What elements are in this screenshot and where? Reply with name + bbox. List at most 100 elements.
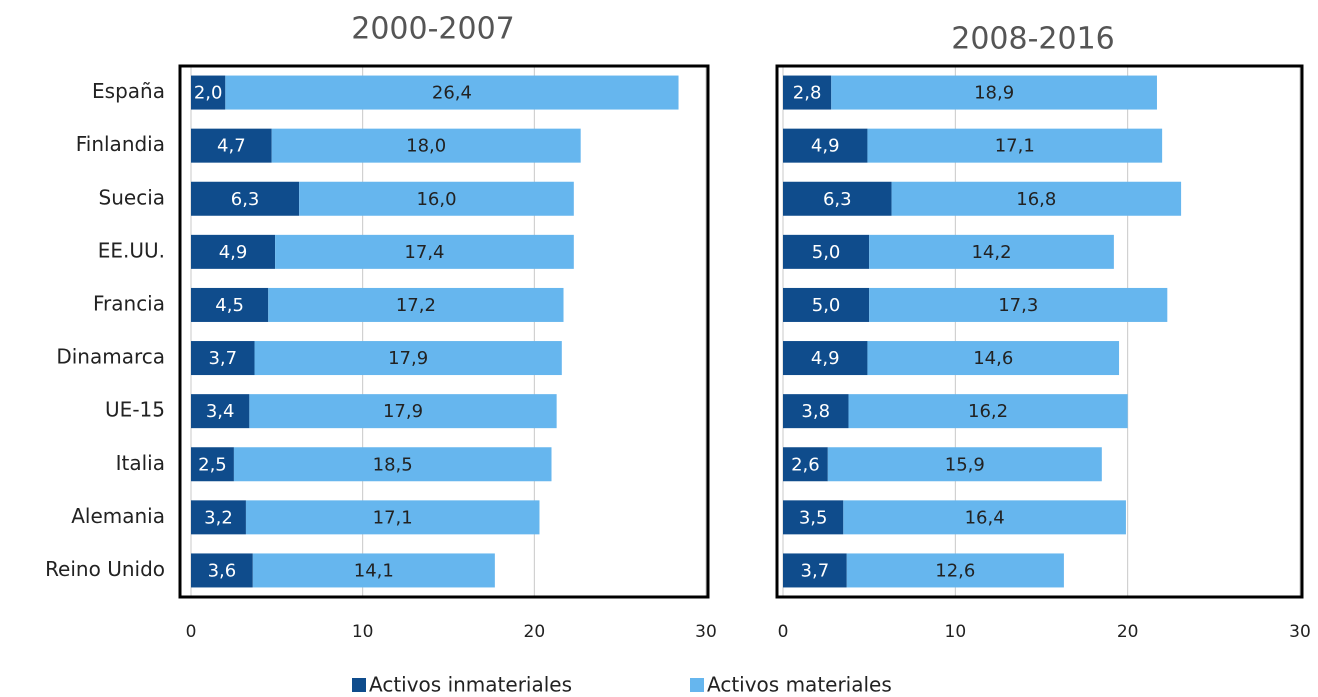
data-label: 16,4 — [965, 507, 1005, 528]
bar-segment — [783, 128, 868, 163]
x-tick-label: 0 — [778, 622, 789, 642]
data-label: 3,8 — [801, 401, 830, 422]
data-label: 16,2 — [968, 401, 1008, 422]
y-tick-label: Dinamarca — [56, 345, 165, 369]
data-label: 14,1 — [354, 560, 394, 581]
data-label: 26,4 — [432, 83, 472, 104]
y-tick-label: Suecia — [99, 185, 165, 209]
data-label: 17,1 — [995, 136, 1035, 157]
data-label: 4,5 — [215, 295, 244, 316]
x-tick-label: 30 — [1289, 622, 1311, 642]
bar-segment — [233, 447, 552, 482]
x-tick-label: 10 — [352, 622, 374, 642]
bar-segment — [827, 447, 1102, 482]
y-tick-label: Francia — [93, 291, 165, 315]
bar-segment — [848, 394, 1128, 429]
data-label: 14,2 — [971, 242, 1011, 263]
bar-segment — [191, 341, 255, 376]
chart-title: 2000-2007 — [351, 12, 515, 47]
data-label: 16,0 — [416, 189, 456, 210]
bar-segment — [867, 128, 1163, 163]
y-tick-label: Finlandia — [76, 132, 165, 156]
x-tick-label: 30 — [695, 622, 717, 642]
data-label: 17,1 — [373, 507, 413, 528]
data-label: 15,9 — [945, 454, 985, 475]
x-tick-label: 20 — [524, 622, 546, 642]
y-tick-label: EE.UU. — [98, 238, 165, 262]
bar-segment — [843, 500, 1126, 535]
data-label: 2,0 — [194, 83, 223, 104]
bar-segment — [191, 500, 246, 535]
plot-frame — [775, 64, 1304, 599]
bar-segment — [783, 181, 892, 216]
x-tick-label: 10 — [945, 622, 967, 642]
legend-swatch — [352, 678, 366, 692]
data-label: 18,5 — [373, 454, 413, 475]
x-tick-label: 20 — [1117, 622, 1139, 642]
data-label: 3,2 — [204, 507, 233, 528]
bar-segment — [783, 394, 849, 429]
data-label: 2,5 — [198, 454, 227, 475]
bar-segment — [225, 75, 679, 110]
data-label: 16,8 — [1016, 189, 1056, 210]
data-label: 4,9 — [219, 242, 248, 263]
bar-segment — [252, 553, 495, 588]
legend-swatch — [690, 678, 704, 692]
bar-segment — [831, 75, 1157, 110]
bar-segment — [783, 341, 868, 376]
data-label: 2,6 — [791, 454, 820, 475]
data-label: 17,9 — [383, 401, 423, 422]
bar-segment — [191, 553, 253, 588]
chart-title: 2008-2016 — [951, 22, 1115, 57]
data-label: 4,9 — [811, 348, 840, 369]
data-label: 5,0 — [812, 295, 841, 316]
bar-segment — [846, 553, 1064, 588]
legend-label: Activos inmateriales — [369, 673, 572, 697]
data-label: 3,7 — [208, 348, 237, 369]
bar-segment — [869, 234, 1114, 269]
bar-segment — [299, 181, 574, 216]
bar-segment — [869, 287, 1168, 322]
legend-label: Activos materiales — [707, 673, 892, 697]
bar-segment — [783, 447, 828, 482]
bar-segment — [191, 234, 276, 269]
data-label: 6,3 — [823, 189, 852, 210]
data-label: 17,9 — [388, 348, 428, 369]
y-tick-label: Reino Unido — [45, 557, 165, 581]
bar-segment — [191, 75, 226, 110]
data-label: 3,4 — [206, 401, 235, 422]
data-label: 5,0 — [812, 242, 841, 263]
bar-segment — [783, 553, 847, 588]
bar-segment — [191, 287, 269, 322]
bar-segment — [891, 181, 1182, 216]
data-label: 18,9 — [974, 83, 1014, 104]
bar-segment — [254, 341, 562, 376]
data-label: 3,6 — [208, 560, 237, 581]
data-label: 3,5 — [799, 507, 828, 528]
y-tick-label: España — [92, 79, 165, 103]
data-label: 17,2 — [396, 295, 436, 316]
x-tick-label: 0 — [186, 622, 197, 642]
data-label: 4,7 — [217, 136, 246, 157]
bar-segment — [191, 181, 300, 216]
bar-segment — [783, 287, 870, 322]
bar-segment — [249, 394, 557, 429]
data-label: 4,9 — [811, 136, 840, 157]
data-label: 12,6 — [935, 560, 975, 581]
data-label: 17,3 — [998, 295, 1038, 316]
data-label: 3,7 — [801, 560, 830, 581]
data-label: 2,8 — [793, 83, 822, 104]
data-label: 6,3 — [231, 189, 260, 210]
bar-segment — [783, 500, 844, 535]
bar-segment — [783, 75, 832, 110]
bar-segment — [271, 128, 581, 163]
plot-frame — [178, 64, 710, 599]
data-label: 14,6 — [973, 348, 1013, 369]
data-label: 18,0 — [406, 136, 446, 157]
bar-segment — [783, 234, 870, 269]
bar-segment — [191, 447, 234, 482]
bar-segment — [245, 500, 540, 535]
y-tick-label: Alemania — [71, 504, 165, 528]
bar-segment — [275, 234, 574, 269]
y-tick-label: UE-15 — [105, 398, 165, 422]
